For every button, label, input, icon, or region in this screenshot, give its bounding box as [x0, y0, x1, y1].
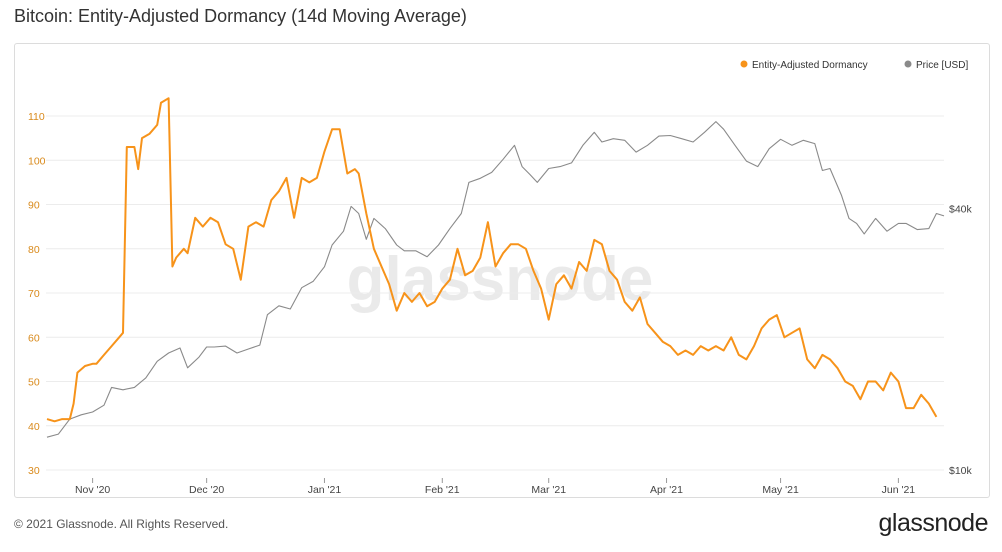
y-left-tick-label: 50: [28, 377, 40, 389]
x-tick-label: Mar '21: [531, 484, 566, 496]
legend-dot-price: [904, 60, 912, 68]
x-tick-label: Nov '20: [75, 484, 110, 496]
x-tick-label: Dec '20: [189, 484, 224, 496]
chart-title: Bitcoin: Entity-Adjusted Dormancy (14d M…: [14, 6, 467, 26]
glassnode-logo[interactable]: glassnode: [878, 509, 989, 537]
legend-dot-dormancy: [740, 60, 748, 68]
y-right-tick-label: $10k: [949, 465, 973, 477]
x-tick-label: May '21: [762, 484, 799, 496]
y-left-tick-label: 30: [28, 465, 40, 477]
price-series-line: [46, 121, 945, 438]
legend-label-price: Price [USD]: [916, 60, 968, 71]
copyright-text: © 2021 Glassnode. All Rights Reserved.: [14, 517, 229, 531]
y-left-tick-label: 40: [28, 421, 40, 433]
y-left-tick-label: 70: [28, 288, 40, 300]
y-left-tick-label: 110: [28, 111, 45, 123]
x-tick-label: Apr '21: [650, 484, 683, 496]
legend-label-dormancy: Entity-Adjusted Dormancy: [752, 60, 868, 71]
y-left-tick-label: 100: [28, 155, 46, 167]
y-left-tick-label: 60: [28, 332, 40, 344]
chart-frame: [14, 43, 990, 498]
x-tick-label: Jan '21: [308, 484, 342, 496]
y-left-tick-label: 80: [28, 244, 40, 256]
dormancy-series-line: [46, 97, 938, 423]
watermark-text: glassnode: [347, 245, 654, 314]
y-left-tick-label: 90: [28, 200, 40, 212]
y-right-tick-label: $40k: [949, 204, 973, 216]
x-tick-label: Jun '21: [882, 484, 916, 496]
x-tick-label: Feb '21: [425, 484, 460, 496]
